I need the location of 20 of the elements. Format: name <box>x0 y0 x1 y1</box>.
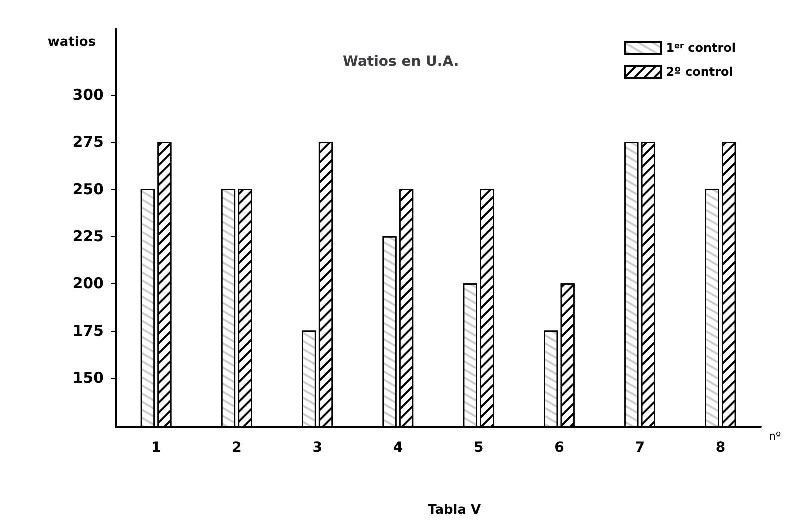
legend-label: 2º control <box>666 65 734 79</box>
x-axis-title: nº <box>769 430 782 443</box>
x-tick-label: 8 <box>716 440 726 456</box>
text: Tabla V <box>428 503 482 518</box>
x-tick-label: 4 <box>393 440 404 456</box>
x-tick-label: 5 <box>474 440 484 456</box>
text: Watios en U.A. <box>343 54 460 70</box>
x-tick-label: 6 <box>554 440 564 456</box>
y-tick-label: 300 <box>72 86 104 104</box>
y-tick-label: 275 <box>72 133 104 152</box>
y-tick-label: 250 <box>72 180 104 198</box>
y-tick-label: 150 <box>72 368 104 387</box>
y-tick-label: 200 <box>72 274 104 293</box>
y-axis-title: watios <box>48 35 96 50</box>
x-tick-label: 3 <box>312 440 322 456</box>
y-tick-label: 175 <box>72 322 104 340</box>
x-tick-label: 7 <box>635 440 645 456</box>
y-tick-label: 225 <box>72 227 104 246</box>
x-tick-label: 2 <box>232 440 242 456</box>
x-tick-label: 1 <box>151 440 162 456</box>
